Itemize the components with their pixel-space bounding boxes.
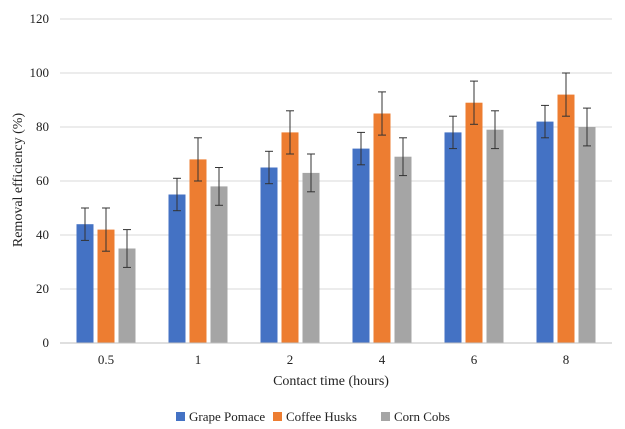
- bar-coffee-husks: [465, 102, 483, 343]
- error-bar: [491, 110, 499, 150]
- error-bar: [102, 207, 110, 252]
- legend-label: Coffee Husks: [286, 409, 357, 424]
- bar-grape-pomace: [76, 224, 94, 343]
- bar-grape-pomace: [444, 132, 462, 343]
- error-bar: [357, 131, 365, 166]
- error-bar: [265, 150, 273, 185]
- legend-item: Corn Cobs: [381, 409, 450, 424]
- error-bars: [81, 72, 591, 268]
- bar-coffee-husks: [97, 229, 115, 343]
- x-tick-label: 4: [379, 352, 386, 367]
- legend-item: Coffee Husks: [273, 409, 357, 424]
- error-bar: [470, 80, 478, 125]
- y-tick-label: 40: [36, 227, 49, 242]
- y-axis-label: Removal efficiency (%): [11, 113, 26, 248]
- y-tick-label: 80: [36, 119, 49, 134]
- bar-corn-cobs: [302, 172, 320, 343]
- legend-swatch: [176, 412, 185, 421]
- error-bar: [583, 107, 591, 147]
- y-axis-ticks: 0 20 40 60 80 100 120: [30, 11, 50, 350]
- error-bar: [123, 229, 131, 268]
- bar-grape-pomace: [536, 121, 554, 343]
- x-axis-ticks: 0.5 1 2 4 6 8: [98, 352, 569, 367]
- bar-coffee-husks: [281, 132, 299, 343]
- error-bar: [399, 137, 407, 177]
- bar-grape-pomace: [168, 194, 186, 343]
- gridlines: [60, 18, 612, 290]
- error-bar: [449, 115, 457, 150]
- error-bar: [307, 153, 315, 193]
- bar-grape-pomace: [260, 167, 278, 343]
- bar-grape-pomace: [352, 148, 370, 343]
- x-tick-label: 8: [563, 352, 570, 367]
- legend-swatch: [273, 412, 282, 421]
- error-bar: [173, 177, 181, 212]
- bar-corn-cobs: [486, 129, 504, 343]
- error-bar: [215, 167, 223, 206]
- bar-coffee-husks: [557, 94, 575, 343]
- legend-swatch: [381, 412, 390, 421]
- y-tick-label: 20: [36, 281, 49, 296]
- bars: [76, 94, 596, 343]
- x-tick-label: 1: [195, 352, 202, 367]
- x-tick-label: 6: [471, 352, 478, 367]
- x-tick-label: 0.5: [98, 352, 114, 367]
- bar-corn-cobs: [210, 186, 228, 343]
- error-bar: [378, 91, 386, 136]
- x-axis-label: Contact time (hours): [273, 374, 389, 389]
- error-bar: [194, 137, 202, 182]
- bar-coffee-husks: [373, 113, 391, 343]
- bar-corn-cobs: [118, 248, 136, 343]
- legend: Grape Pomace Coffee Husks Corn Cobs: [176, 409, 450, 424]
- error-bar: [81, 207, 89, 241]
- bar-coffee-husks: [189, 159, 207, 343]
- error-bar: [541, 104, 549, 139]
- error-bar: [562, 72, 570, 117]
- legend-item: Grape Pomace: [176, 409, 265, 424]
- bar-corn-cobs: [578, 127, 596, 343]
- legend-label: Corn Cobs: [394, 409, 450, 424]
- x-tick-label: 2: [287, 352, 294, 367]
- y-tick-label: 60: [36, 173, 49, 188]
- bar-corn-cobs: [394, 156, 412, 343]
- y-tick-label: 100: [30, 65, 50, 80]
- y-tick-label: 120: [30, 11, 50, 26]
- error-bar: [286, 110, 294, 155]
- legend-label: Grape Pomace: [189, 409, 265, 424]
- y-tick-label: 0: [43, 335, 50, 350]
